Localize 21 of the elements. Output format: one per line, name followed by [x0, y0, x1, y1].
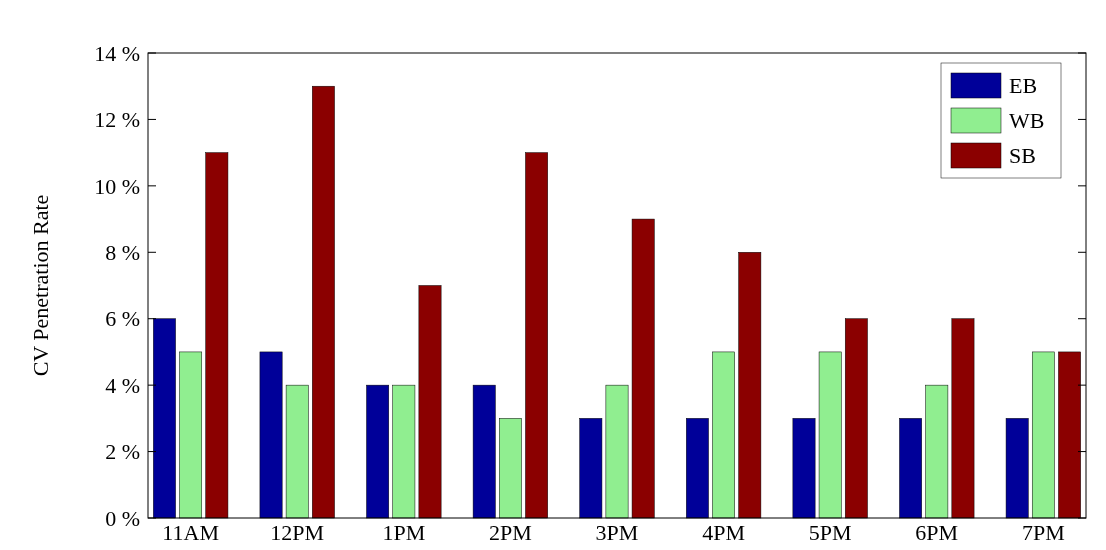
x-tick-label: 12PM [270, 520, 325, 545]
y-tick-label: 6 % [105, 306, 140, 332]
x-tick-label: 5PM [808, 520, 852, 545]
y-tick-label: 2 % [105, 439, 140, 465]
y-tick-label: 8 % [105, 239, 140, 265]
x-tick-label: 1PM [382, 520, 426, 545]
y-tick-label: 4 % [105, 372, 140, 398]
y-tick-label: 14 % [94, 40, 140, 66]
x-tick-label: 11AM [162, 520, 219, 545]
legend-label: SB [1009, 142, 1036, 168]
x-tick-label: 3PM [595, 520, 639, 545]
x-tick-label: 4PM [702, 520, 745, 545]
y-axis-title: CV Penetration Rate [28, 194, 53, 377]
x-tick-label: 6PM [915, 520, 959, 545]
y-tick-label: 12 % [94, 107, 140, 133]
x-tick-label: 2PM [489, 520, 532, 545]
x-tick-label: 7PM [1021, 520, 1065, 545]
legend-label: EB [1009, 72, 1038, 98]
y-tick-label: 10 % [94, 173, 140, 199]
legend-label: WB [1009, 107, 1045, 133]
y-tick-label: 0 % [105, 505, 140, 531]
